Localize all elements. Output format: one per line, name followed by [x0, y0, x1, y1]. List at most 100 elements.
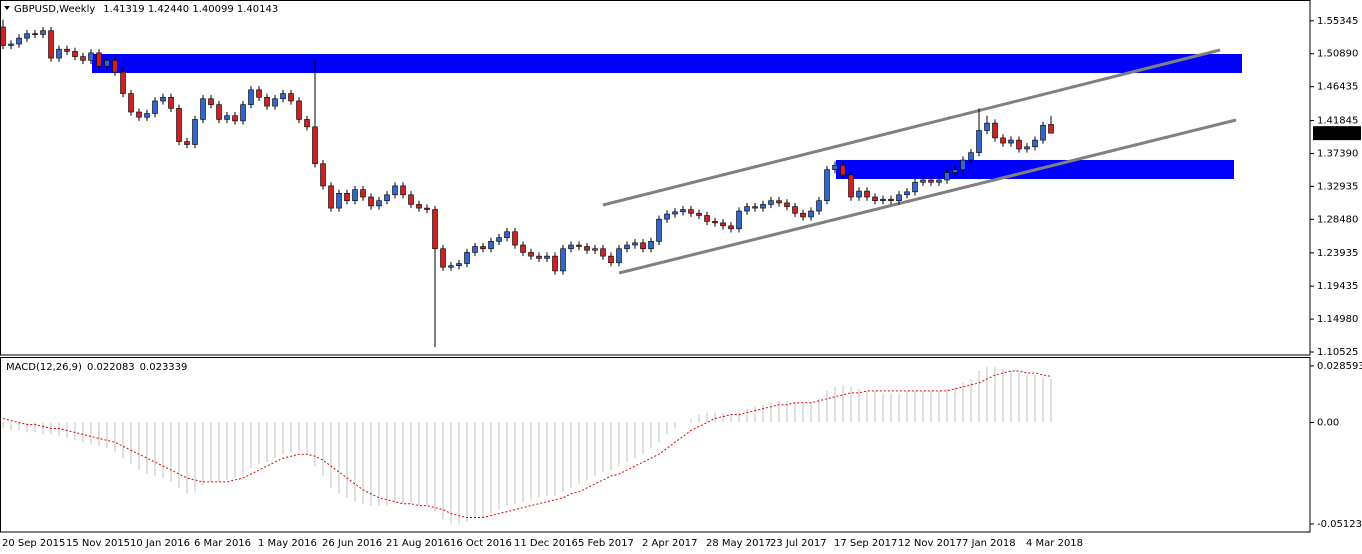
candle-body — [760, 204, 766, 209]
candle-body — [144, 113, 150, 118]
candle-body — [1032, 139, 1038, 148]
candle-body — [1008, 139, 1014, 144]
y-tick-label: 1.23935 — [1317, 248, 1358, 259]
candle-body — [80, 56, 86, 61]
candle-body — [152, 100, 158, 114]
candle-body — [1000, 137, 1006, 144]
candle-body — [776, 200, 782, 204]
menu-arrow[interactable] — [4, 6, 10, 10]
candle-body — [792, 206, 798, 214]
candle-body — [1016, 139, 1022, 150]
candle-body — [128, 93, 134, 113]
candle-body — [392, 185, 398, 196]
candle-body — [256, 89, 262, 98]
candle-body — [848, 174, 854, 198]
supply-zone — [92, 54, 1242, 73]
candle-body — [120, 71, 126, 94]
y-tick-label: 1.28480 — [1317, 214, 1358, 225]
candle-body — [104, 59, 110, 67]
x-tick-label: 4 Mar 2018 — [1026, 538, 1083, 549]
candle-body — [424, 207, 430, 210]
y-tick-label: 1.46435 — [1317, 82, 1358, 93]
channel-upper — [602, 48, 1221, 207]
price-pane — [0, 0, 1311, 356]
candle-body — [408, 194, 414, 205]
y-tick-label: 1.19435 — [1317, 281, 1358, 292]
candle-body — [160, 96, 166, 102]
x-tick-label: 6 Mar 2016 — [194, 538, 251, 549]
candle-body — [640, 242, 646, 250]
candle-body — [224, 115, 230, 120]
candle-body — [1024, 146, 1030, 150]
candle-body — [552, 255, 558, 272]
candle-body — [40, 30, 46, 35]
channel-lower — [618, 118, 1237, 275]
candle-body — [496, 237, 502, 242]
candle-body — [72, 51, 78, 57]
candle-body — [992, 122, 998, 139]
candle-body — [936, 179, 942, 183]
x-tick-label: 15 Nov 2015 — [66, 538, 130, 549]
candle-body — [32, 33, 38, 35]
candle-body — [944, 172, 950, 181]
candle-body — [584, 246, 590, 251]
candle-body — [56, 48, 62, 59]
candle-body — [712, 221, 718, 224]
candle-body — [728, 225, 734, 230]
candle-body — [568, 244, 574, 250]
x-tick-label: 21 Aug 2016 — [386, 538, 450, 549]
candle-body — [200, 98, 206, 120]
candle-body — [400, 185, 406, 196]
candle-body — [192, 119, 198, 145]
y-tick-label: 0.00 — [1317, 418, 1339, 429]
candle-body — [88, 52, 94, 61]
candle-body — [248, 89, 254, 105]
price-marker-label: 1.40143 — [1318, 128, 1359, 139]
candle-body — [632, 242, 638, 246]
candle-body — [296, 100, 302, 120]
x-tick-label: 1 May 2016 — [258, 538, 317, 549]
candle-body — [336, 193, 342, 209]
candle-body — [136, 111, 142, 118]
candle-body — [872, 196, 878, 202]
candle-body — [1040, 125, 1046, 141]
candle-body — [768, 200, 774, 205]
x-tick-label: 26 Jun 2016 — [322, 538, 382, 549]
candle-body — [976, 130, 982, 153]
symbol: GBPUSD,Weekly — [14, 4, 95, 15]
candle-body — [184, 141, 190, 145]
candle-body — [328, 185, 334, 209]
candle-body — [984, 122, 990, 131]
candle-body — [288, 93, 294, 102]
candle-body — [824, 169, 830, 202]
candle-body — [624, 244, 630, 250]
candle-body — [752, 206, 758, 209]
candle-body — [472, 246, 478, 253]
candle-body — [816, 200, 822, 212]
candle-body — [864, 190, 870, 198]
candle-body — [680, 209, 686, 213]
candle-body — [304, 119, 310, 128]
x-tick-label: 12 Nov 2017 — [898, 538, 962, 549]
candle-body — [672, 211, 678, 215]
candle-body — [8, 43, 14, 46]
candle-body — [264, 96, 270, 107]
candle-body — [608, 255, 614, 264]
candle-body — [112, 59, 118, 73]
candle-body — [896, 194, 902, 202]
candle-body — [720, 222, 726, 227]
candle-body — [592, 248, 598, 251]
candle-body — [696, 212, 702, 216]
candle-body — [856, 190, 862, 198]
candle-body — [808, 210, 814, 218]
candle-body — [832, 164, 838, 170]
candle-body — [280, 93, 286, 100]
candle-body — [688, 209, 694, 214]
x-tick-label: 16 Oct 2016 — [450, 538, 512, 549]
candle-body — [520, 244, 526, 253]
candle-body — [96, 52, 102, 67]
candle-body — [344, 193, 350, 202]
candle-body — [960, 159, 966, 170]
